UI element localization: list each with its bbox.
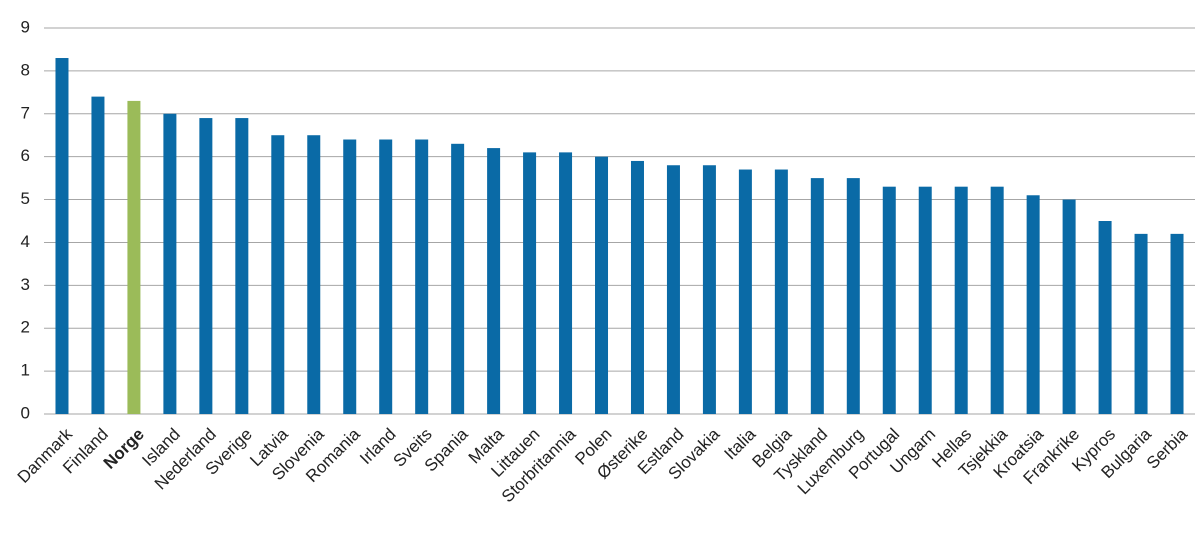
bar <box>1026 195 1040 414</box>
bar <box>415 139 429 414</box>
bar <box>1098 221 1112 414</box>
y-tick-label: 9 <box>21 17 30 36</box>
y-tick-label: 5 <box>21 189 30 208</box>
bar <box>523 152 537 414</box>
bar <box>199 118 213 415</box>
y-tick-label: 7 <box>21 103 30 122</box>
x-tick-label: Norge <box>100 425 148 473</box>
y-tick-label: 0 <box>21 403 30 422</box>
y-tick-label: 4 <box>21 232 30 251</box>
y-tick-label: 6 <box>21 146 30 165</box>
bar <box>1170 233 1184 414</box>
bar <box>271 135 285 414</box>
bar <box>738 169 752 414</box>
bar <box>846 178 860 414</box>
bar <box>882 186 896 414</box>
y-tick-label: 3 <box>21 275 30 294</box>
bar <box>163 113 177 415</box>
bar <box>774 169 788 414</box>
bar <box>343 139 357 414</box>
bar <box>630 160 644 414</box>
bar <box>559 152 573 414</box>
bar <box>91 96 105 414</box>
bar <box>1134 233 1148 414</box>
bar <box>666 165 680 414</box>
y-tick-label: 8 <box>21 60 30 79</box>
bar <box>810 178 824 414</box>
y-tick-label: 1 <box>21 361 30 380</box>
bar <box>451 143 465 415</box>
bar <box>307 135 321 414</box>
bar <box>1062 199 1076 414</box>
bar <box>954 186 968 414</box>
bar <box>55 58 69 415</box>
bar <box>379 139 393 414</box>
bar <box>918 186 932 414</box>
bar <box>235 118 249 415</box>
x-tick-label: Serbia <box>1143 424 1192 473</box>
y-tick-label: 2 <box>21 318 30 337</box>
bar <box>487 148 501 415</box>
bar <box>127 100 141 415</box>
bar <box>702 165 716 414</box>
bar <box>595 156 609 414</box>
bar <box>990 186 1004 414</box>
